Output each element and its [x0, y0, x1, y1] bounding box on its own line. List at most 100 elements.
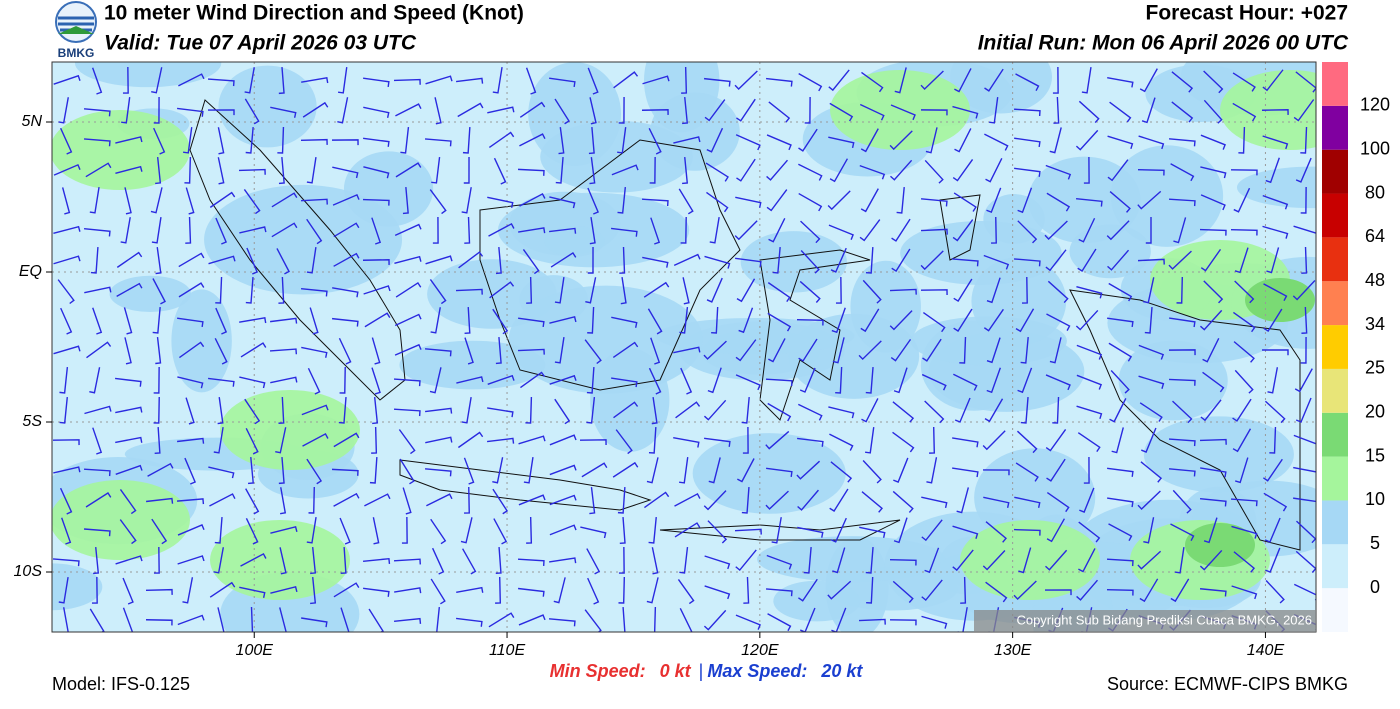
wind-barb: [704, 555, 731, 570]
wind-barb: [892, 401, 915, 423]
wind-barb: [487, 196, 514, 208]
wind-barb: [147, 462, 174, 477]
wind-barb: [896, 186, 905, 214]
wind-barb: [400, 127, 410, 154]
min-label: Min Speed:: [550, 661, 646, 681]
shade-blob: [960, 520, 1100, 600]
wind-barb: [1107, 497, 1134, 508]
wind-barb: [1108, 523, 1133, 542]
colorbar-segment: [1322, 588, 1348, 632]
wind-barb: [1233, 187, 1251, 213]
wind-barb: [860, 188, 879, 213]
wind-barb: [647, 308, 663, 335]
wind-barb: [395, 103, 422, 117]
wind-barb: [302, 432, 329, 447]
wind-barb: [1137, 168, 1165, 176]
wind-barb: [619, 516, 626, 545]
wind-barb: [1265, 580, 1285, 604]
wind-barb: [1015, 462, 1039, 482]
wind-barb: [1137, 550, 1162, 570]
wind-barb: [587, 577, 600, 605]
wind-barb: [799, 280, 821, 303]
wind-barb: [589, 97, 597, 125]
wind-barb: [1047, 280, 1069, 304]
wind-barb: [957, 607, 968, 632]
wind-barb: [554, 398, 571, 425]
wind-barb: [1168, 138, 1196, 147]
wind-barb: [178, 252, 205, 268]
wind-barb: [121, 97, 131, 124]
wind-barb: [209, 581, 236, 598]
wind-barb: [245, 488, 260, 515]
wind-barb: [703, 340, 727, 360]
coastline: [399, 459, 652, 511]
wind-barb: [53, 163, 81, 176]
wind-barb: [488, 222, 515, 237]
wind-barb: [58, 577, 69, 604]
wind-barb: [1172, 489, 1192, 514]
wind-barb: [1110, 369, 1130, 394]
wind-barb: [679, 547, 689, 574]
wind-barb: [463, 457, 475, 485]
wind-barb: [1078, 100, 1100, 124]
lat-tick-label: 5S: [22, 413, 42, 430]
colorbar-label: 5: [1370, 533, 1380, 553]
wind-barb: [89, 187, 100, 214]
wind-barb: [522, 249, 540, 275]
wind-barb: [951, 258, 979, 267]
wind-barb: [83, 528, 111, 537]
wind-barb: [520, 371, 546, 389]
wind-barb: [892, 580, 914, 603]
wind-barb: [741, 396, 750, 424]
wind-barb: [704, 585, 731, 600]
wind-barb: [1141, 97, 1156, 124]
wind-barb: [648, 426, 657, 454]
wind-barb: [555, 156, 564, 184]
wind-barb: [737, 458, 755, 483]
wind-barb: [986, 277, 1001, 304]
wind-barb: [1262, 349, 1289, 356]
wind-barb: [926, 457, 938, 484]
wind-barb: [307, 367, 321, 395]
wind-barb: [85, 492, 112, 508]
wind-barb: [651, 547, 659, 575]
wind-barb: [340, 607, 350, 632]
wind-barb: [89, 367, 101, 394]
colorbar-segment: [1322, 325, 1348, 369]
wind-barb: [703, 77, 731, 87]
wind-barb: [708, 457, 721, 484]
wind-barb: [829, 433, 854, 451]
wind-barb: [1013, 108, 1041, 117]
logo: BMKG: [55, 1, 97, 60]
wind-barb: [333, 252, 360, 267]
wind-barb: [462, 126, 471, 154]
wind-barb: [1168, 198, 1196, 207]
shade-blob: [830, 70, 970, 150]
wind-barb: [1045, 249, 1067, 272]
wind-barb: [1264, 400, 1286, 424]
wind-barb: [487, 374, 515, 385]
wind-barb: [208, 377, 235, 387]
wind-barb: [1014, 137, 1041, 148]
wind-barb: [278, 396, 285, 424]
wind-barb: [526, 276, 533, 304]
wind-barb: [829, 158, 849, 183]
wind-barb: [184, 156, 192, 184]
wind-barb: [558, 127, 565, 155]
wind-barb: [1203, 99, 1223, 124]
wind-barb: [1076, 286, 1103, 299]
wind-barb: [1301, 246, 1308, 274]
wind-barb: [150, 187, 163, 214]
wind-barb: [333, 222, 360, 238]
wind-barb: [519, 101, 546, 118]
wind-barb: [921, 579, 943, 602]
wind-barb: [53, 466, 81, 474]
coastline: [759, 249, 871, 421]
wind-barb: [766, 159, 789, 181]
wind-barb: [1262, 69, 1284, 92]
lon-tick-label: 130E: [994, 642, 1032, 659]
wind-barb: [369, 456, 378, 484]
valid-time: Valid: Tue 07 April 2026 03 UTC: [104, 32, 417, 55]
wind-barb: [736, 98, 756, 122]
wind-barb: [803, 546, 812, 574]
